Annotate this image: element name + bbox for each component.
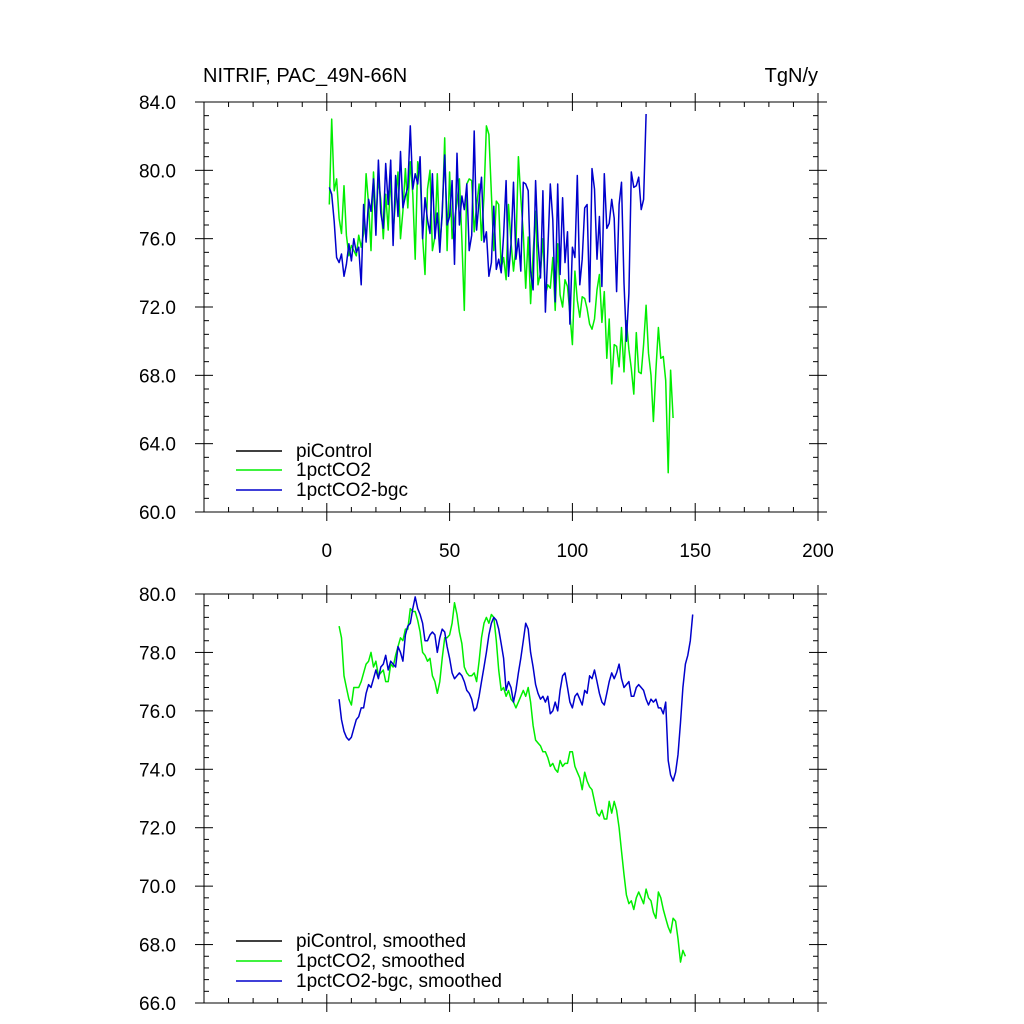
y-tick-label: 80.0 (139, 161, 176, 182)
x-tick-label: 0 (322, 541, 333, 562)
top-panel: NITRIF, PAC_49N-66N TgN/y 0 50 100 150 200 60… (139, 65, 834, 562)
y-tick-label: 68.0 (139, 936, 176, 957)
y-tick-label: 74.0 (139, 760, 176, 781)
legend-label-1pctco2: 1pctCO2 (296, 460, 371, 481)
y-tick-label: 60.0 (139, 503, 176, 524)
plot-area-top (328, 113, 674, 474)
y-tick-label: 70.0 (139, 877, 176, 898)
x-tick-label: 150 (679, 541, 711, 562)
x-tick-label: 200 (802, 541, 834, 562)
y-tick-label: 76.0 (139, 230, 176, 251)
legend-label-1pctco2-bgc-smoothed: 1pctCO2-bgc, smoothed (296, 971, 502, 992)
x-tick-label: 50 (439, 541, 460, 562)
y-tick-label: 64.0 (139, 435, 176, 456)
legend-label-picontrol-smoothed: piControl, smoothed (296, 931, 466, 952)
y-tick-label: 72.0 (139, 298, 176, 319)
y-tick-label: 76.0 (139, 702, 176, 723)
y-tick-label: 80.0 (139, 585, 176, 606)
series-line-1pctco2-bgc-smoothed (338, 596, 694, 782)
x-tick-label: 100 (557, 541, 589, 562)
legend-bottom: piControl, smoothed 1pctCO2, smoothed 1p… (236, 931, 502, 992)
series-line-1pctco2-bgc (328, 113, 647, 342)
bottom-panel: 66.0 68.0 70.0 72.0 74.0 76.0 78.0 80.0 piContr… (139, 585, 827, 1015)
y-tick-label: 72.0 (139, 819, 176, 840)
axes-top: 0 50 100 150 200 60.0 64.0 68.0 72.0 76.0 80.0 84.0 (139, 93, 834, 562)
plot-area-bottom (338, 596, 694, 963)
y-tick-label: 68.0 (139, 366, 176, 387)
y-tick-label: 66.0 (139, 994, 176, 1015)
units-label: TgN/y (765, 65, 818, 87)
series-line-1pctco2 (328, 118, 674, 474)
plot-frame (203, 593, 819, 1004)
axes-bottom: 66.0 68.0 70.0 72.0 74.0 76.0 78.0 80.0 (139, 585, 827, 1015)
y-tick-label: 84.0 (139, 93, 176, 114)
legend-top: piControl 1pctCO2 1pctCO2-bgc (236, 441, 408, 501)
legend-label-1pctco2-smoothed: 1pctCO2, smoothed (296, 951, 465, 972)
series-line-1pctco2-smoothed (338, 602, 687, 963)
y-tick-label: 78.0 (139, 643, 176, 664)
chart-title: NITRIF, PAC_49N-66N (203, 65, 407, 87)
legend-label-1pctco2-bgc: 1pctCO2-bgc (296, 480, 408, 501)
legend-label-picontrol: piControl (296, 441, 372, 462)
